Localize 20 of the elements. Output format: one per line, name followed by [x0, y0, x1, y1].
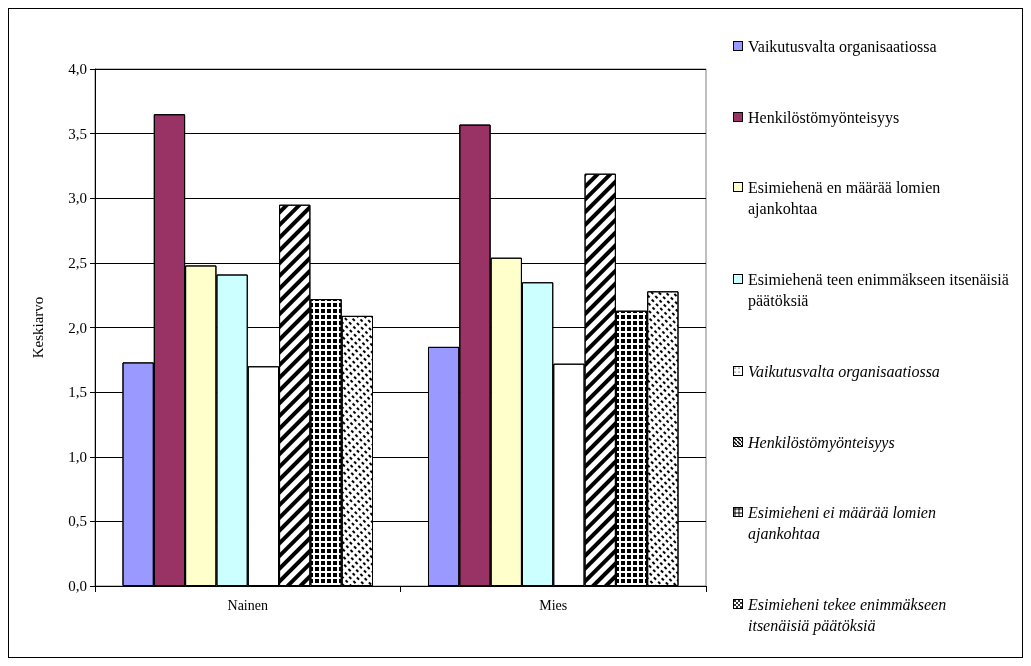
legend-label: Henkilöstömyönteisyys [748, 107, 900, 128]
legend-label: Esimieheni ei määrää lomien ajankohtaa [748, 503, 937, 545]
legend-label: Vaikutusvalta organisaatiossa [748, 361, 940, 382]
y-tick-label: 2,5 [68, 254, 87, 271]
legend-label: Vaikutusvalta organisaatiossa [748, 37, 937, 57]
y-tick-label: 1,0 [68, 448, 87, 465]
y-tick-label: 2,0 [68, 319, 87, 336]
y-tick-label: 1,5 [68, 384, 87, 401]
legend-label: Esimiehenä en määrää lomien ajankohtaa [748, 178, 942, 220]
legend-label: Esimieheni tekee enimmäkseen itsenäisiä päätöksiä [748, 594, 948, 636]
y-tick-label: 0,0 [68, 578, 87, 594]
x-tick-label: Mies [539, 597, 568, 613]
y-axis-title: Keskiarvo [29, 296, 46, 359]
legend-label: Esimiehenä teen enimmäkseen itsenäisiä päätöksiä [748, 270, 1010, 312]
y-tick-label: 3,0 [68, 190, 87, 207]
x-tick-label: Nainen [227, 597, 268, 613]
y-tick-label: 0,5 [68, 513, 87, 530]
legend-label: Henkilöstömyönteisyys [748, 432, 895, 453]
y-tick-label: 4,0 [68, 61, 87, 77]
y-tick-label: 3,5 [68, 125, 87, 142]
